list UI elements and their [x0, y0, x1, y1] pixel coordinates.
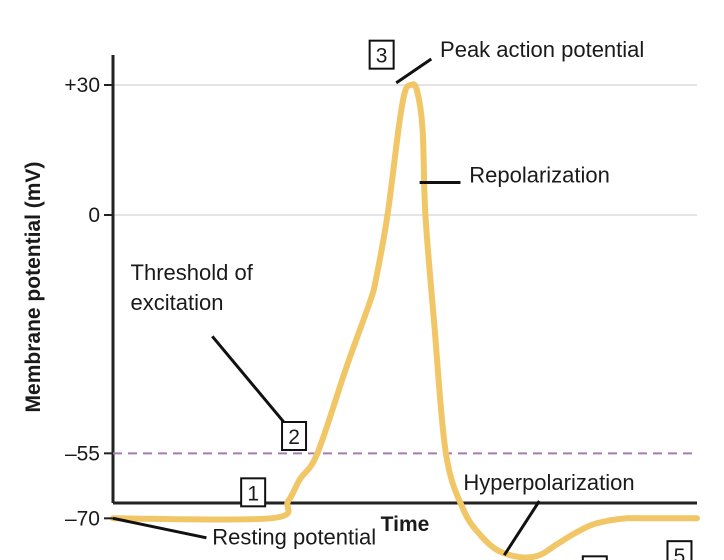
stage-box: [368, 39, 395, 70]
annotation-pointer: [211, 335, 290, 429]
y-tick-label: –55: [65, 442, 100, 465]
y-tick-label: +30: [64, 74, 100, 97]
action-potential-curve: [110, 81, 700, 560]
annotation-label: Peak action potential: [440, 37, 644, 62]
stage-number: 3: [376, 45, 388, 68]
annotation-label: excitation: [131, 290, 224, 315]
annotations: Threshold of excitation Peak action potent…: [112, 37, 644, 556]
stage-number: 5: [674, 545, 686, 560]
stage-number: 2: [288, 426, 300, 449]
stage-box: [281, 421, 308, 451]
annotation-label: Threshold of: [131, 260, 254, 285]
stage-box: [240, 477, 267, 508]
y-tick-labels: +30 0 –55 –70: [64, 74, 113, 530]
annotation-label: Repolarization: [469, 163, 610, 188]
annotation-pointer: [112, 516, 207, 540]
stage-markers: 12345: [240, 39, 693, 560]
stage-number: 1: [247, 482, 259, 505]
annotation-pointer: [503, 500, 541, 556]
y-axis-title: Membrane potential (mV): [22, 162, 45, 413]
stage-box: [666, 540, 693, 560]
stage-box: [581, 555, 608, 560]
y-tick-label: 0: [88, 204, 100, 227]
x-axis-title: Time: [381, 513, 430, 536]
y-tick-label: –70: [65, 507, 100, 530]
annotation-pointer: [395, 57, 433, 85]
annotation-label: Hyperpolarization: [463, 470, 634, 495]
annotation-label: Resting potential: [212, 524, 376, 549]
